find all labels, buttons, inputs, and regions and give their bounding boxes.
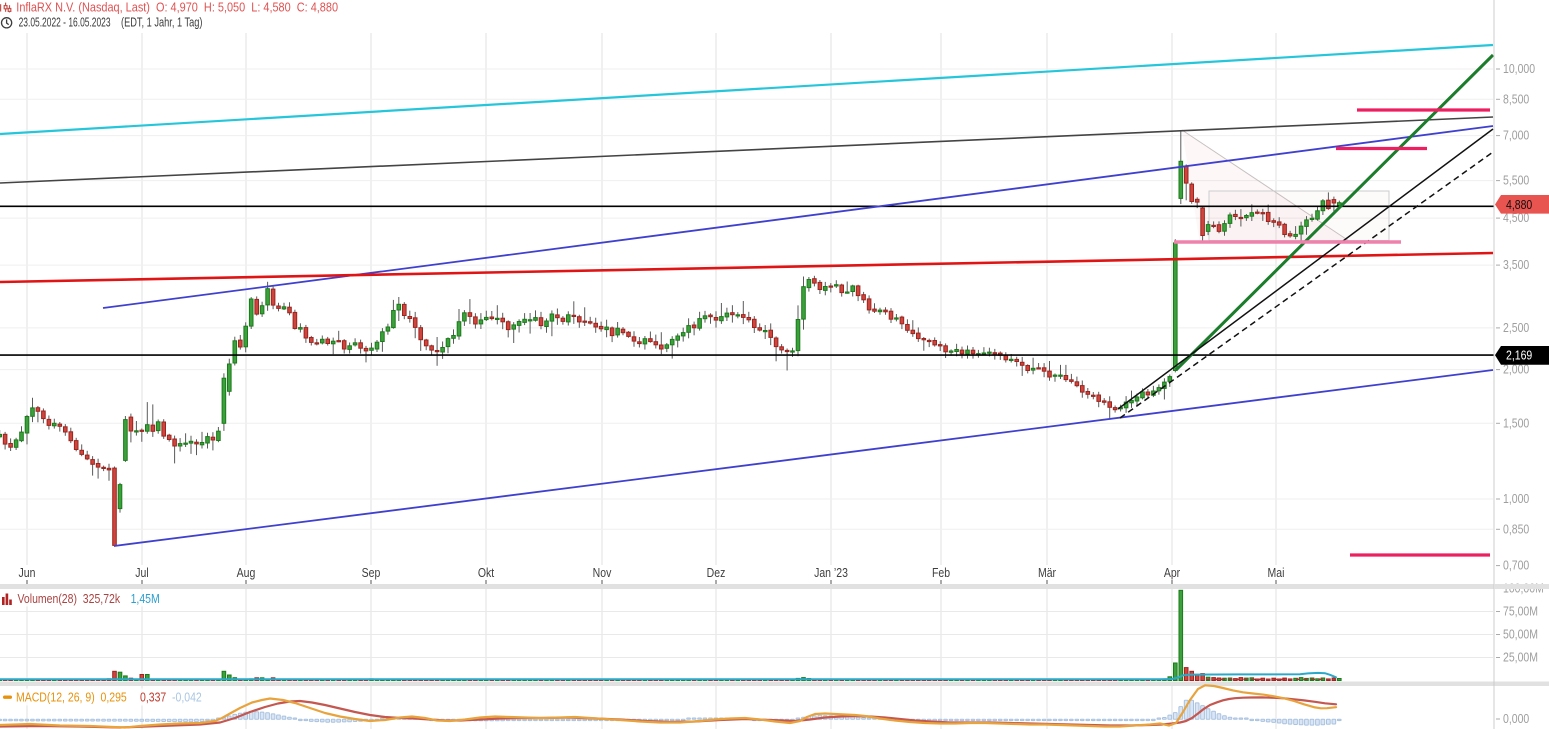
svg-text:0,000: 0,000 — [1503, 713, 1529, 726]
svg-text:10,000: 10,000 — [1503, 63, 1535, 76]
svg-text:1,500: 1,500 — [1503, 418, 1529, 431]
svg-text:0,850: 0,850 — [1503, 524, 1529, 537]
svg-text:1,000: 1,000 — [1503, 493, 1529, 506]
svg-text:2,500: 2,500 — [1503, 322, 1529, 335]
svg-text:7,000: 7,000 — [1503, 130, 1529, 143]
svg-text:1,45M: 1,45M — [131, 593, 160, 606]
svg-text:Volumen(28) 325,72k: Volumen(28) 325,72k — [18, 593, 121, 606]
svg-text:Nov: Nov — [593, 567, 612, 580]
svg-text:Sep: Sep — [362, 567, 381, 580]
svg-text:0,700: 0,700 — [1503, 560, 1529, 573]
svg-text:Feb: Feb — [932, 567, 950, 580]
svg-text:-0,042: -0,042 — [172, 692, 202, 705]
svg-text:75,00M: 75,00M — [1503, 606, 1538, 619]
svg-text:2,000: 2,000 — [1503, 364, 1529, 377]
svg-text:Aug: Aug — [237, 567, 256, 580]
svg-text:(EDT, 1 Jahr, 1 Tag): (EDT, 1 Jahr, 1 Tag) — [121, 17, 203, 30]
svg-text:Dez: Dez — [707, 567, 726, 580]
svg-text:8,500: 8,500 — [1503, 94, 1529, 107]
svg-text:4,500: 4,500 — [1503, 212, 1529, 225]
svg-text:Jul: Jul — [135, 567, 148, 580]
svg-text:Mai: Mai — [1268, 567, 1285, 580]
svg-text:3,500: 3,500 — [1503, 259, 1529, 272]
svg-text:25,00M: 25,00M — [1503, 652, 1538, 665]
svg-text:InflaRX N.V. (Nasdaq, Last) O: InflaRX N.V. (Nasdaq, Last) O: 4,970 H: … — [16, 2, 338, 15]
svg-text:50,00M: 50,00M — [1503, 629, 1538, 642]
svg-text:MACD(12, 26, 9) 0,295: MACD(12, 26, 9) 0,295 — [16, 692, 127, 705]
svg-text:0,337: 0,337 — [140, 692, 166, 705]
svg-text:Mär: Mär — [1038, 567, 1056, 580]
svg-text:4,880: 4,880 — [1506, 199, 1532, 212]
svg-text:Jan ’23: Jan ’23 — [814, 567, 848, 580]
svg-text:Apr: Apr — [1164, 567, 1180, 580]
svg-text:2,169: 2,169 — [1506, 350, 1532, 363]
svg-text:5,500: 5,500 — [1503, 175, 1529, 188]
svg-text:23.05.2022 - 16.05.2023: 23.05.2022 - 16.05.2023 — [19, 17, 111, 30]
svg-text:Jun: Jun — [19, 567, 36, 580]
svg-text:Okt: Okt — [478, 567, 495, 580]
